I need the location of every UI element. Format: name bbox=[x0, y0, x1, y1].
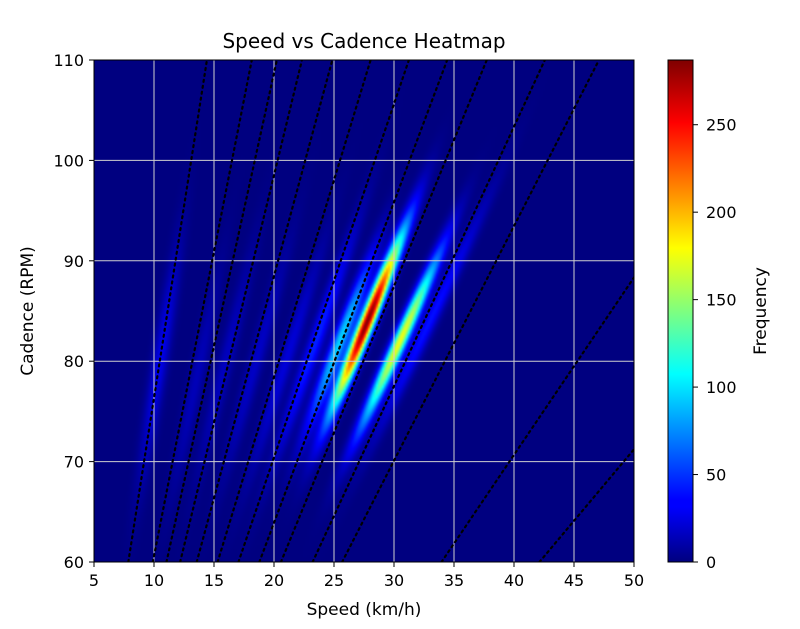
colorbar-tick-label-2: 100 bbox=[706, 378, 737, 397]
y-tick-label-5: 110 bbox=[53, 51, 84, 70]
x-tick-label-7: 40 bbox=[504, 571, 524, 590]
gear-line-10 bbox=[341, 60, 601, 562]
colorbar: 0 50 100 150 200 250 Frequency bbox=[667, 59, 771, 572]
gear-lines bbox=[127, 60, 634, 562]
y-tick-label-2: 80 bbox=[64, 352, 84, 371]
colorbar-tick-label-4: 200 bbox=[706, 203, 737, 222]
x-axis-ticks: 5 10 15 20 25 30 35 40 45 50 bbox=[89, 562, 644, 590]
x-tick-label-0: 5 bbox=[89, 571, 99, 590]
gear-line-3 bbox=[179, 60, 304, 562]
gear-line-9 bbox=[311, 60, 546, 562]
gear-line-5 bbox=[216, 60, 372, 562]
gear-line-7 bbox=[258, 60, 449, 562]
colorbar-ticks: 0 50 100 150 200 250 bbox=[693, 116, 737, 572]
gear-line-11 bbox=[440, 275, 634, 562]
x-tick-label-3: 20 bbox=[264, 571, 284, 590]
y-tick-label-1: 70 bbox=[64, 453, 84, 472]
gear-line-12 bbox=[538, 447, 634, 562]
x-tick-label-2: 15 bbox=[204, 571, 224, 590]
plot-frame bbox=[93, 59, 635, 563]
colorbar-tick-label-1: 50 bbox=[706, 466, 726, 485]
colorbar-gradient bbox=[667, 59, 694, 563]
x-axis-label: Speed (km/h) bbox=[307, 600, 422, 620]
x-tick-label-1: 10 bbox=[144, 571, 164, 590]
gear-line-4 bbox=[195, 60, 334, 562]
colorbar-tick-label-0: 0 bbox=[706, 553, 716, 572]
x-tick-label-9: 50 bbox=[624, 571, 644, 590]
gear-line-0 bbox=[127, 60, 209, 562]
y-axis-label: Cadence (RPM) bbox=[18, 246, 38, 376]
y-axis-ticks: 60 70 80 90 100 110 bbox=[53, 51, 94, 572]
y-tick-label-0: 60 bbox=[64, 553, 84, 572]
colorbar-tick-label-3: 150 bbox=[706, 291, 737, 310]
colorbar-label: Frequency bbox=[751, 267, 771, 355]
gear-line-8 bbox=[279, 60, 488, 562]
gear-line-6 bbox=[237, 60, 410, 562]
x-tick-label-8: 45 bbox=[564, 571, 584, 590]
y-tick-label-3: 90 bbox=[64, 252, 84, 271]
y-tick-label-4: 100 bbox=[53, 151, 84, 170]
chart-title: Speed vs Cadence Heatmap bbox=[222, 29, 505, 53]
x-tick-label-5: 30 bbox=[384, 571, 404, 590]
colorbar-tick-label-5: 250 bbox=[706, 116, 737, 135]
gear-line-1 bbox=[151, 60, 253, 562]
heatmap-image bbox=[94, 60, 634, 562]
plot-area bbox=[94, 60, 634, 562]
gear-line-2 bbox=[165, 60, 278, 562]
x-tick-label-4: 25 bbox=[324, 571, 344, 590]
x-tick-label-6: 35 bbox=[444, 571, 464, 590]
